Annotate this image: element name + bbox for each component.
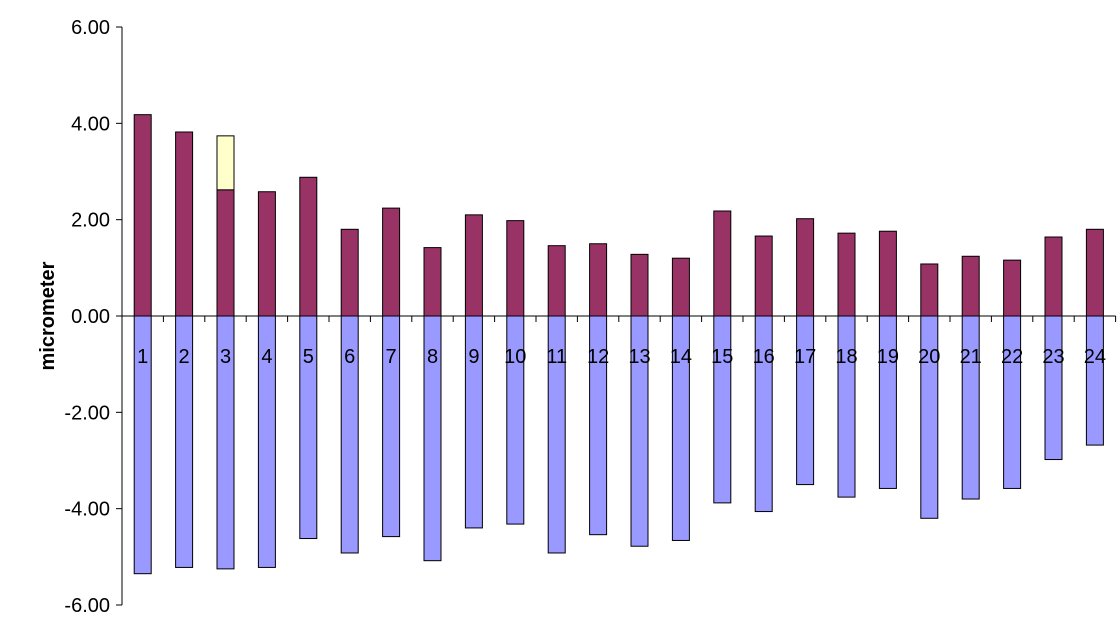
y-axis-title: micrometer bbox=[37, 261, 59, 370]
bar-series1-cat10 bbox=[506, 220, 525, 317]
x-tick-label: 13 bbox=[628, 346, 650, 368]
positive-bars-layer bbox=[133, 114, 1104, 317]
bar-series1-cat16 bbox=[754, 235, 773, 317]
x-tick-label: 21 bbox=[960, 346, 982, 368]
bar-series1-cat22 bbox=[1003, 259, 1022, 317]
category-labels: 1 2 3 4 5 6 7 8 9 10 11 12 13 14 15 16 17 18 19 20 21 22 23 24 bbox=[137, 346, 1106, 368]
bar-series1-cat11 bbox=[547, 245, 566, 317]
bar-series1-cat24 bbox=[1085, 228, 1104, 317]
y-tick-label: 0.00 bbox=[71, 306, 110, 328]
x-tick-label: 23 bbox=[1042, 346, 1064, 368]
x-tick-label: 16 bbox=[753, 346, 775, 368]
bar-series1-cat7 bbox=[382, 207, 401, 317]
bar-series1-cat19 bbox=[878, 230, 897, 317]
x-tick-label: 8 bbox=[427, 346, 438, 368]
bar-series1-cat21 bbox=[961, 255, 980, 317]
bar-series1-cat2 bbox=[175, 131, 194, 317]
y-tick-label: -2.00 bbox=[64, 402, 110, 424]
x-tick-label: 24 bbox=[1084, 346, 1106, 368]
axes-layer: 6.00 4.00 2.00 0.00 -2.00 -4.00 -6.00 bbox=[64, 17, 1117, 617]
y-tick-label: 4.00 bbox=[71, 113, 110, 135]
bar-series3-cat21 bbox=[961, 315, 980, 500]
bar-series3-cat17 bbox=[796, 315, 815, 486]
bar-series1-cat3 bbox=[216, 189, 235, 317]
x-tick-label: 19 bbox=[877, 346, 899, 368]
x-tick-label: 15 bbox=[711, 346, 733, 368]
bar-series1-cat17 bbox=[796, 218, 815, 317]
bar-series1-cat4 bbox=[257, 191, 276, 317]
y-tick-label: -6.00 bbox=[64, 595, 110, 617]
x-tick-label: 17 bbox=[794, 346, 816, 368]
y-axis-ticks: 6.00 4.00 2.00 0.00 -2.00 -4.00 -6.00 bbox=[64, 17, 122, 617]
x-tick-label: 12 bbox=[587, 346, 609, 368]
x-tick-label: 10 bbox=[504, 346, 526, 368]
bar-series1-cat6 bbox=[340, 228, 359, 317]
x-tick-label: 22 bbox=[1001, 346, 1023, 368]
y-tick-label: 2.00 bbox=[71, 210, 110, 232]
bar-series1-cat1 bbox=[133, 114, 152, 317]
x-tick-label: 9 bbox=[468, 346, 479, 368]
x-tick-label: 7 bbox=[386, 346, 397, 368]
x-tick-label: 11 bbox=[546, 346, 567, 368]
bar-series1-cat23 bbox=[1044, 236, 1063, 317]
x-tick-label: 6 bbox=[344, 346, 355, 368]
bar-series1-cat14 bbox=[671, 257, 690, 317]
bar-series3-cat24 bbox=[1085, 315, 1104, 446]
bar-series1-cat9 bbox=[464, 214, 483, 317]
bar-series2-cat3 bbox=[216, 135, 235, 191]
x-tick-label: 5 bbox=[303, 346, 314, 368]
x-tick-label: 18 bbox=[835, 346, 857, 368]
bar-series1-cat5 bbox=[299, 176, 318, 317]
bar-series1-cat13 bbox=[630, 253, 649, 317]
bar-series3-cat15 bbox=[713, 315, 732, 504]
x-tick-label: 3 bbox=[220, 346, 231, 368]
x-tick-label: 20 bbox=[918, 346, 940, 368]
bar-series1-cat15 bbox=[713, 210, 732, 317]
y-tick-label: -4.00 bbox=[64, 499, 110, 521]
y-tick-label: 6.00 bbox=[71, 17, 110, 39]
negative-bars-layer bbox=[133, 315, 1104, 575]
x-tick-label: 1 bbox=[137, 346, 148, 368]
bar-series1-cat20 bbox=[920, 263, 939, 317]
bar-series3-cat22 bbox=[1003, 315, 1022, 489]
x-tick-label: 2 bbox=[179, 346, 190, 368]
x-tick-label: 14 bbox=[670, 346, 692, 368]
x-tick-label: 4 bbox=[261, 346, 272, 368]
bar-series1-cat18 bbox=[837, 232, 856, 317]
bar-series3-cat19 bbox=[878, 315, 897, 489]
bar-series1-cat8 bbox=[423, 247, 442, 317]
bar-series1-cat12 bbox=[589, 243, 608, 317]
bar-series3-cat23 bbox=[1044, 315, 1063, 461]
x-axis-ticks bbox=[121, 316, 1117, 322]
bar-series3-cat18 bbox=[837, 315, 856, 498]
